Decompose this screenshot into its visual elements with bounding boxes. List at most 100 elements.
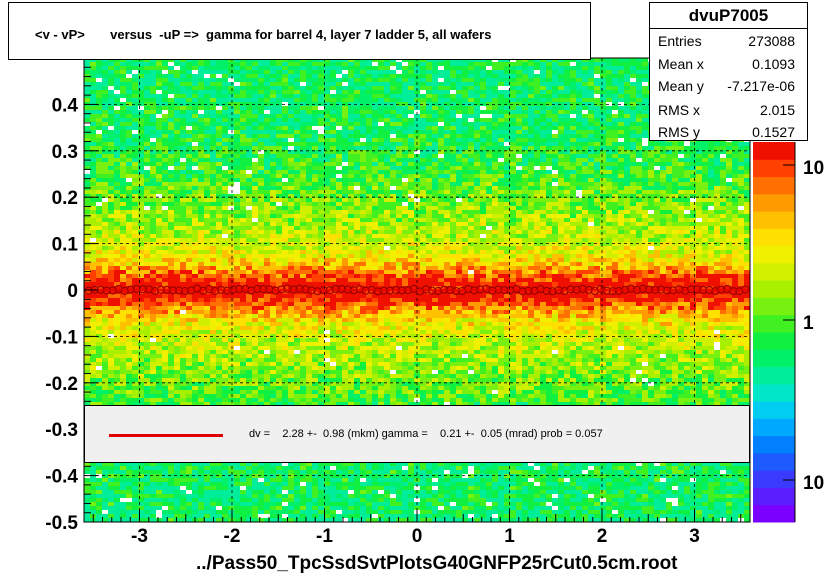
heatmap-cell xyxy=(384,182,390,186)
heatmap-cell xyxy=(228,94,234,98)
heatmap-cell xyxy=(234,158,240,162)
heatmap-cell xyxy=(714,150,720,154)
heatmap-cell xyxy=(672,146,678,150)
heatmap-cell xyxy=(270,166,276,170)
heatmap-cell xyxy=(546,190,552,194)
heatmap-cell xyxy=(234,70,240,74)
heatmap-cell xyxy=(468,166,474,170)
heatmap-cell xyxy=(114,210,120,214)
heatmap-cell xyxy=(348,210,354,214)
heatmap-cell xyxy=(378,94,384,98)
heatmap-cell xyxy=(636,206,642,210)
heatmap-cell xyxy=(684,202,690,206)
heatmap-cell xyxy=(738,202,744,206)
heatmap-cell xyxy=(216,214,222,218)
heatmap-cell xyxy=(426,218,432,222)
heatmap-cell xyxy=(282,210,288,214)
heatmap-cell xyxy=(474,138,480,142)
heatmap-cell xyxy=(516,150,522,154)
heatmap-cell xyxy=(468,150,474,154)
heatmap-cell xyxy=(210,206,216,210)
heatmap-cell xyxy=(240,170,246,174)
heatmap-cell xyxy=(396,142,402,146)
heatmap-cell xyxy=(240,222,246,226)
heatmap-cell xyxy=(618,114,624,118)
heatmap-cell xyxy=(684,234,690,238)
heatmap-cell xyxy=(438,90,444,94)
heatmap-cell xyxy=(192,234,198,238)
heatmap-cell xyxy=(438,94,444,98)
heatmap-cell xyxy=(210,222,216,226)
heatmap-cell xyxy=(420,146,426,150)
heatmap-cell xyxy=(108,194,114,198)
heatmap-cell xyxy=(606,238,612,242)
heatmap-cell xyxy=(354,86,360,90)
heatmap-cell xyxy=(390,210,396,214)
heatmap-cell xyxy=(402,234,408,238)
heatmap-cell xyxy=(708,218,714,222)
heatmap-cell xyxy=(330,82,336,86)
heatmap-cell xyxy=(432,118,438,122)
heatmap-cell xyxy=(438,142,444,146)
heatmap-cell xyxy=(624,154,630,158)
heatmap-cell xyxy=(336,210,342,214)
heatmap-cell xyxy=(348,110,354,114)
heatmap-cell xyxy=(720,150,726,154)
heatmap-cell xyxy=(732,150,738,154)
heatmap-cell xyxy=(450,214,456,218)
heatmap-cell xyxy=(174,138,180,142)
heatmap-cell xyxy=(660,186,666,190)
heatmap-cell xyxy=(438,198,444,202)
heatmap-cell xyxy=(558,130,564,134)
heatmap-cell xyxy=(624,178,630,182)
heatmap-cell xyxy=(144,98,150,102)
heatmap-cell xyxy=(606,226,612,230)
heatmap-cell xyxy=(204,230,210,234)
heatmap-cell xyxy=(474,234,480,238)
heatmap-cell xyxy=(390,86,396,90)
heatmap-cell xyxy=(246,226,252,230)
heatmap-cell xyxy=(204,142,210,146)
heatmap-cell xyxy=(252,106,258,110)
heatmap-cell xyxy=(282,58,288,62)
heatmap-cell xyxy=(228,174,234,178)
heatmap-cell xyxy=(426,122,432,126)
heatmap-cell xyxy=(372,202,378,206)
heatmap-cell xyxy=(210,186,216,190)
heatmap-cell xyxy=(744,206,750,210)
heatmap-cell xyxy=(132,90,138,94)
heatmap-cell xyxy=(528,98,534,102)
heatmap-cell xyxy=(570,138,576,142)
heatmap-cell xyxy=(444,154,450,158)
heatmap-cell xyxy=(264,206,270,210)
heatmap-cell xyxy=(558,62,564,66)
heatmap-cell xyxy=(666,158,672,162)
heatmap-cell xyxy=(456,238,462,242)
heatmap-cell xyxy=(744,218,750,222)
heatmap-cell xyxy=(486,238,492,242)
heatmap-cell xyxy=(258,98,264,102)
heatmap-cell xyxy=(438,194,444,198)
heatmap-cell xyxy=(120,202,126,206)
heatmap-cell xyxy=(234,154,240,158)
heatmap-cell xyxy=(678,214,684,218)
heatmap-cell xyxy=(504,158,510,162)
heatmap-cell xyxy=(144,90,150,94)
heatmap-cell xyxy=(240,174,246,178)
heatmap-cell xyxy=(330,74,336,78)
heatmap-cell xyxy=(516,142,522,146)
heatmap-cell xyxy=(156,82,162,86)
heatmap-cell xyxy=(510,78,516,82)
heatmap-cell xyxy=(444,126,450,130)
heatmap-cell xyxy=(192,194,198,198)
heatmap-cell xyxy=(228,178,234,182)
heatmap-cell xyxy=(606,186,612,190)
heatmap-cell xyxy=(366,174,372,178)
heatmap-cell xyxy=(660,182,666,186)
heatmap-cell xyxy=(534,218,540,222)
heatmap-cell xyxy=(732,178,738,182)
heatmap-cell xyxy=(204,114,210,118)
heatmap-cell xyxy=(234,114,240,118)
heatmap-cell xyxy=(672,150,678,154)
heatmap-cell xyxy=(732,142,738,146)
